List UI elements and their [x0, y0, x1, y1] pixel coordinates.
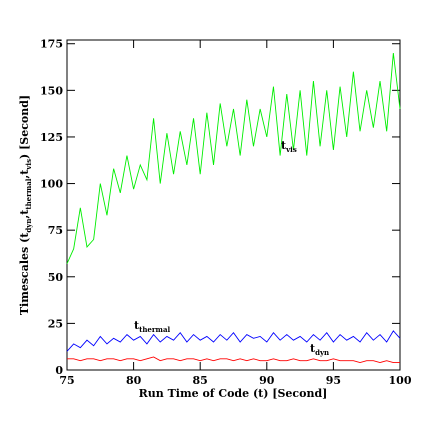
- y-label-part: Timescales (t: [18, 232, 31, 315]
- x-tick-label: 95: [326, 374, 341, 387]
- x-tick-label: 80: [126, 374, 142, 387]
- x-tick-label: 100: [389, 374, 412, 387]
- annotation-text: t: [310, 342, 316, 355]
- annotation-subscript: thermal: [139, 325, 170, 334]
- annotation: tdyn: [310, 342, 329, 357]
- y-label-subscript: vis: [24, 159, 33, 171]
- y-label-part: ) [Second]: [18, 95, 31, 159]
- series-line: [66, 52, 401, 264]
- y-label-part: ,t: [18, 209, 31, 219]
- y-tick-label: 100: [40, 178, 63, 191]
- x-axis-label: Run Time of Code (t) [Second]: [139, 387, 328, 400]
- annotation-subscript: vis: [285, 145, 297, 154]
- y-label-subscript: dyn: [24, 219, 33, 233]
- series-line: [67, 356, 400, 364]
- y-tick-label: 50: [48, 271, 64, 284]
- y-tick-label: 25: [48, 317, 63, 330]
- y-tick-label: 175: [40, 38, 63, 51]
- y-axis-label: Timescales (tdyn,tthermal,tvis) [Second]: [18, 95, 33, 315]
- y-label-part: ,t: [18, 169, 31, 179]
- annotation-subscript: dyn: [315, 348, 329, 357]
- y-tick-label: 0: [55, 364, 63, 377]
- annotation-text: t: [134, 319, 140, 332]
- series-line: [66, 330, 401, 352]
- plot-frame: [66, 39, 401, 371]
- x-tick-label: 75: [59, 374, 74, 387]
- y-tick-label: 75: [48, 224, 63, 237]
- y-tick-label: 125: [40, 131, 63, 144]
- annotation-text: t: [281, 139, 287, 152]
- x-tick-label: 85: [193, 374, 208, 387]
- annotation: tthermal: [134, 319, 171, 334]
- x-tick-label: 90: [259, 374, 275, 387]
- y-label-subscript: thermal: [24, 178, 33, 209]
- annotation: tvis: [281, 139, 297, 154]
- y-tick-label: 150: [40, 84, 63, 97]
